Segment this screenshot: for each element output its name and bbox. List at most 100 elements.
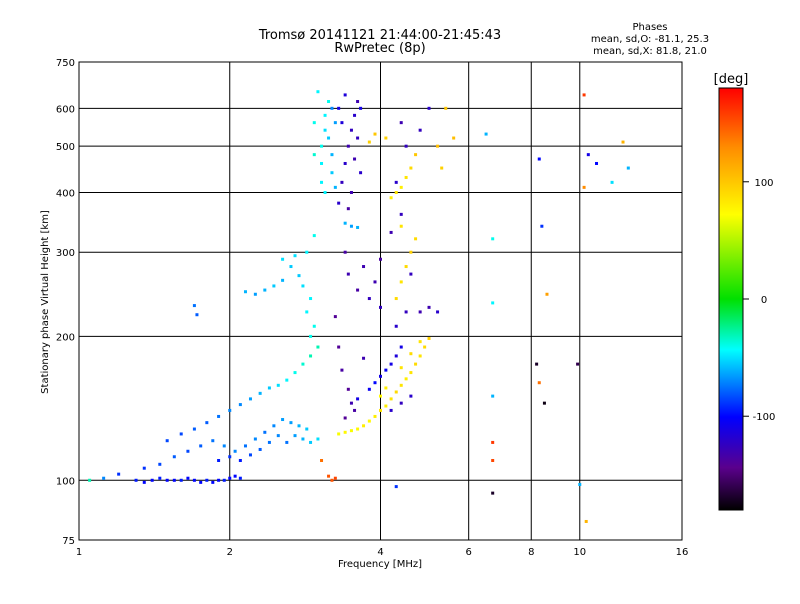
data-point [312, 324, 316, 328]
data-point [172, 478, 176, 482]
data-point [353, 157, 357, 161]
data-point [222, 444, 226, 448]
data-point [340, 121, 344, 125]
data-point [330, 478, 334, 482]
data-point [373, 414, 377, 418]
data-point [333, 476, 337, 480]
colorbar [718, 87, 744, 511]
data-point [117, 472, 121, 476]
data-point [134, 478, 138, 482]
data-point [263, 430, 267, 434]
phase-stats-heading: Phases [632, 22, 667, 33]
data-point [399, 345, 403, 349]
data-point [330, 106, 334, 110]
data-point [179, 478, 183, 482]
data-point [297, 424, 301, 428]
data-point [330, 153, 334, 157]
data-point [258, 391, 262, 395]
data-point [491, 458, 495, 462]
data-point [217, 414, 221, 418]
data-point [409, 371, 413, 375]
data-point [267, 440, 271, 444]
data-point [263, 288, 267, 292]
data-point [340, 180, 344, 184]
data-point [436, 144, 440, 148]
data-point [346, 387, 350, 391]
data-point [205, 421, 209, 425]
data-point [399, 280, 403, 284]
colorbar-tick-label: 100 [754, 178, 773, 189]
data-point [384, 368, 388, 372]
data-point [389, 196, 393, 200]
data-point [309, 354, 313, 358]
data-point [327, 474, 331, 478]
data-point [320, 458, 324, 462]
data-point [389, 230, 393, 234]
data-point [312, 121, 316, 125]
data-point [389, 408, 393, 412]
data-point [337, 106, 341, 110]
data-point [222, 478, 226, 482]
x-tick-label: 4 [377, 547, 383, 558]
data-point [389, 362, 393, 366]
data-point [337, 432, 341, 436]
colorbar-tick-label: 0 [761, 295, 767, 306]
data-point [427, 106, 431, 110]
data-point [409, 272, 413, 276]
data-point [327, 136, 331, 140]
data-point [330, 171, 334, 175]
data-point [238, 458, 242, 462]
data-point [399, 383, 403, 387]
data-point [165, 439, 169, 443]
data-point [359, 171, 363, 175]
data-point [362, 424, 366, 428]
data-point [362, 356, 366, 360]
data-point [343, 250, 347, 254]
grid-lines [79, 62, 682, 540]
data-point [384, 404, 388, 408]
data-point [233, 474, 237, 478]
data-point [316, 437, 320, 441]
y-tick-labels: 75 100 200 300 400 500 600 750 [56, 58, 75, 547]
data-point [404, 310, 408, 314]
data-point [320, 161, 324, 165]
data-point [309, 334, 313, 338]
data-point [356, 136, 360, 140]
data-point [192, 304, 196, 308]
y-tick-label: 75 [62, 536, 75, 547]
y-axis-label: Stationary phase Virtual Height [km] [40, 210, 51, 394]
data-point [399, 401, 403, 405]
data-point [367, 419, 371, 423]
x-axis-label: Frequency [MHz] [338, 559, 422, 570]
data-point [576, 362, 580, 366]
chart-subtitle: RwPretec (8p) [334, 41, 425, 56]
data-point [186, 449, 190, 453]
y-tick-label: 500 [56, 142, 75, 153]
data-point [409, 352, 413, 356]
data-point [293, 434, 297, 438]
data-point [276, 383, 280, 387]
data-point [367, 297, 371, 301]
data-point [404, 144, 408, 148]
data-point [356, 100, 360, 104]
data-point [359, 106, 363, 110]
data-point [289, 421, 293, 425]
data-point [281, 278, 285, 282]
data-point [343, 416, 347, 420]
colorbar-tick-label: -100 [753, 412, 776, 423]
data-point [172, 455, 176, 459]
data-point [165, 478, 169, 482]
data-point [192, 478, 196, 482]
data-point [418, 354, 422, 358]
data-point [349, 224, 353, 228]
data-point [418, 310, 422, 314]
colorbar-tick-labels: 100 0 -100 [743, 178, 775, 423]
data-point [346, 207, 350, 211]
data-point [301, 437, 305, 441]
data-point [323, 190, 327, 194]
data-point [362, 265, 366, 269]
data-point [248, 397, 252, 401]
data-point [353, 113, 357, 117]
data-point [379, 305, 382, 309]
data-point [346, 272, 350, 276]
